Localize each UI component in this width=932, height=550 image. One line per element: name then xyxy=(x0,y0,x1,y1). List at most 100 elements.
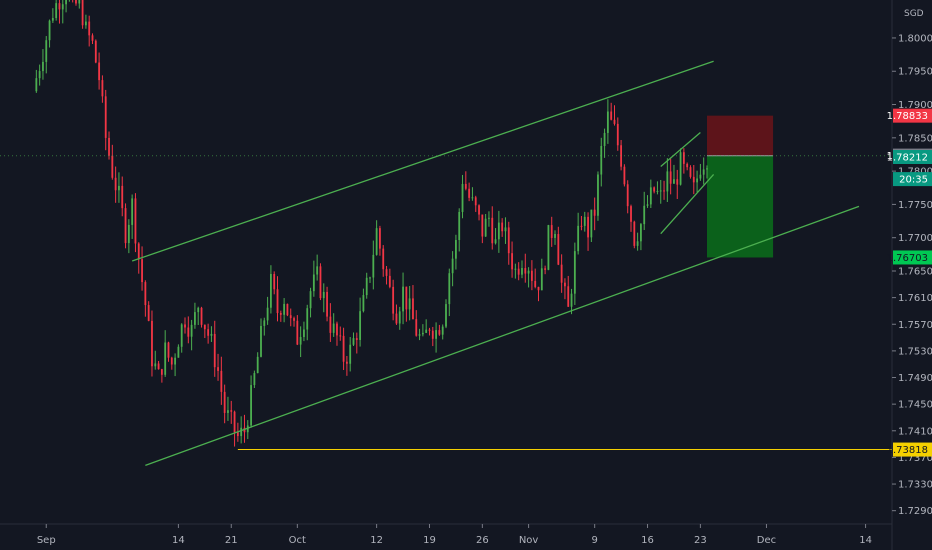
candle-body xyxy=(597,174,599,216)
candle-body xyxy=(458,211,461,241)
currency-label: SGD xyxy=(904,9,924,19)
x-tick-label: Nov xyxy=(519,535,539,546)
candle-body xyxy=(98,62,101,81)
candle-body xyxy=(547,225,550,270)
x-tick-label: 19 xyxy=(423,535,436,546)
x-tick-label: Dec xyxy=(757,535,776,546)
y-tick-label: 1.76100 xyxy=(898,293,932,304)
candle-body xyxy=(217,367,219,371)
y-tick-label: 1.80000 xyxy=(898,33,932,44)
candle-body xyxy=(312,274,315,292)
time-axis[interactable]: Sep 14 21 Oct 12 19 26 Nov 9 16 23 Dec 14 xyxy=(37,524,872,546)
candle-body xyxy=(686,163,689,168)
candle-body xyxy=(104,96,107,138)
candle-body xyxy=(494,239,497,244)
candle-body xyxy=(382,248,385,270)
x-tick-label: 23 xyxy=(694,535,707,546)
candle-body xyxy=(200,307,203,325)
candle-body xyxy=(263,320,266,326)
candle-body xyxy=(656,190,659,192)
candle-body xyxy=(38,71,41,79)
candle-body xyxy=(554,234,556,238)
candle-body xyxy=(448,273,451,305)
candle-body xyxy=(530,270,533,281)
candle-body xyxy=(174,357,177,365)
candle-body xyxy=(412,298,414,320)
candle-body xyxy=(111,155,114,178)
channel-upper-line xyxy=(131,60,714,262)
candle-body xyxy=(194,312,196,325)
candle-body xyxy=(676,179,679,185)
candle-body xyxy=(372,254,375,278)
candle-body xyxy=(564,282,566,287)
candle-body xyxy=(336,323,338,336)
candle-body xyxy=(428,329,431,331)
candle-body xyxy=(349,344,352,364)
candle-body xyxy=(187,327,190,337)
candle-body xyxy=(55,3,58,19)
price-tag-label: 1.78212 xyxy=(887,153,928,164)
candle-body xyxy=(488,217,490,219)
candle-body xyxy=(408,298,411,310)
candle-body xyxy=(663,190,665,192)
candle-body xyxy=(326,291,328,317)
candle-body xyxy=(580,225,583,227)
candle-body xyxy=(362,295,365,312)
candle-body xyxy=(706,168,708,170)
candle-body xyxy=(573,251,576,294)
candle-body xyxy=(121,185,124,209)
candle-body xyxy=(369,277,371,279)
candle-body xyxy=(689,167,692,177)
candle-body xyxy=(78,0,81,4)
candle-body xyxy=(65,0,67,5)
x-tick-label: 26 xyxy=(476,535,489,546)
candle-body xyxy=(385,269,388,276)
y-tick-label: 1.78500 xyxy=(898,133,932,144)
candle-body xyxy=(636,241,639,246)
channel-lower-line xyxy=(145,205,860,467)
candle-body xyxy=(682,152,685,164)
candle-body xyxy=(375,228,378,255)
candle-body xyxy=(250,385,252,426)
candle-body xyxy=(352,338,355,345)
candle-body xyxy=(474,197,477,206)
candle-body xyxy=(124,208,127,244)
candle-body xyxy=(303,329,305,338)
candle-body xyxy=(141,259,143,283)
candle-body xyxy=(577,225,580,252)
candle-body xyxy=(527,270,530,274)
wedge-upper-line xyxy=(660,132,701,167)
candle-body xyxy=(51,18,54,21)
candle-body xyxy=(81,0,84,26)
candle-body xyxy=(207,329,210,336)
candle-body xyxy=(673,179,675,184)
candle-body xyxy=(35,78,38,92)
candle-body xyxy=(170,357,173,365)
candle-body xyxy=(58,3,61,10)
y-tick-label: 1.77000 xyxy=(898,233,932,244)
candle-body xyxy=(151,320,153,367)
candle-body xyxy=(137,243,140,260)
candle-body xyxy=(649,187,652,205)
candle-body xyxy=(266,307,269,321)
candle-body xyxy=(537,286,540,291)
candle-body xyxy=(445,304,447,327)
y-tick-label: 1.73700 xyxy=(898,453,932,464)
candle-body xyxy=(293,318,295,321)
candle-body xyxy=(213,333,216,368)
candles xyxy=(35,0,708,447)
candle-body xyxy=(345,361,348,364)
candle-body xyxy=(666,171,669,192)
candle-body xyxy=(610,111,613,120)
y-tick-label: 1.76500 xyxy=(898,266,932,277)
x-tick-label: 9 xyxy=(591,535,597,546)
candle-body xyxy=(260,325,262,357)
candle-body xyxy=(180,324,183,347)
candle-body xyxy=(600,145,603,175)
candle-body xyxy=(127,224,130,244)
candle-body xyxy=(240,427,243,437)
candle-body xyxy=(108,137,110,156)
candle-body xyxy=(606,111,609,133)
y-tick-label: 1.79500 xyxy=(898,67,932,78)
